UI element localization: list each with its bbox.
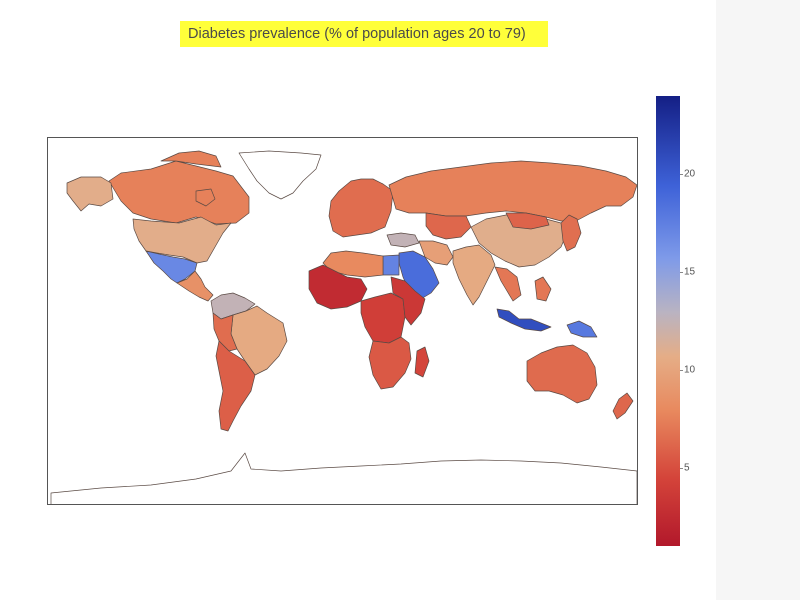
map-region-central-africa[interactable]: Central Africa xyxy=(360,292,406,344)
map-region-india[interactable]: India xyxy=(452,244,496,306)
chart-title-highlight: Diabetes prevalence (% of population age… xyxy=(180,21,548,47)
colorbar-tick-label: 10 xyxy=(684,364,696,376)
map-region-peru[interactable]: Peru xyxy=(212,312,238,352)
colorbar-tick-label: 5 xyxy=(684,462,690,474)
map-region-russia[interactable]: Russia xyxy=(388,160,637,222)
map-region-iran[interactable]: Iran xyxy=(418,240,454,266)
map-region-japan-korea[interactable]: Japan / Korea xyxy=(560,214,582,252)
side-panel xyxy=(716,0,800,600)
map-region-canada[interactable]: Canada xyxy=(108,150,250,225)
colorbar-gradient xyxy=(656,96,680,546)
map-region-mexico[interactable]: Mexico xyxy=(145,250,198,284)
colorbar-tick-mark xyxy=(680,369,683,371)
colorbar-tick-mark xyxy=(680,174,683,176)
map-region-papua-new-guinea[interactable]: Papua New Guinea xyxy=(566,320,598,338)
colorbar-tick-mark xyxy=(680,272,683,274)
colorbar xyxy=(656,96,680,546)
map-region-antarctica[interactable]: Antarctica xyxy=(50,452,637,505)
chart-title: Diabetes prevalence (% of population age… xyxy=(188,26,526,42)
map-region-united-states[interactable]: United States xyxy=(132,216,232,264)
map-region-west-africa[interactable]: West Africa xyxy=(308,264,368,310)
map-region-east-africa[interactable]: East Africa xyxy=(390,276,426,326)
map-region-madagascar[interactable]: Madagascar xyxy=(414,346,430,378)
colorbar-tick-mark xyxy=(680,467,683,469)
map-region-greenland[interactable]: Greenland xyxy=(238,150,322,200)
map-region-central-america[interactable]: Central America xyxy=(176,270,214,302)
map-region-kazakhstan[interactable]: Kazakhstan xyxy=(425,212,472,240)
map-region-indonesia[interactable]: Indonesia xyxy=(496,308,552,332)
colorbar-tick-label: 15 xyxy=(684,266,696,278)
world-map[interactable]: CanadaAlaska (United States) United State… xyxy=(48,138,638,505)
map-region-turkey[interactable]: Turkey xyxy=(386,232,420,248)
map-region-mongolia[interactable]: Mongolia xyxy=(505,212,550,230)
map-region-southern-africa[interactable]: Southern Africa xyxy=(368,336,412,390)
map-region-new-zealand[interactable]: New Zealand xyxy=(612,392,634,420)
map-region-alaska-united-states-[interactable]: Alaska (United States) xyxy=(66,176,114,212)
map-frame[interactable]: CanadaAlaska (United States) United State… xyxy=(47,137,638,505)
map-region-southeast-asia[interactable]: Southeast Asia xyxy=(494,266,552,302)
map-region-egypt[interactable]: Egypt xyxy=(382,254,400,276)
map-region-australia[interactable]: Australia xyxy=(526,344,598,404)
map-region-europe[interactable]: Europe xyxy=(328,178,394,238)
map-region-argentina-chile[interactable]: Argentina / Chile xyxy=(215,340,256,432)
colorbar-tick-label: 20 xyxy=(684,168,696,180)
